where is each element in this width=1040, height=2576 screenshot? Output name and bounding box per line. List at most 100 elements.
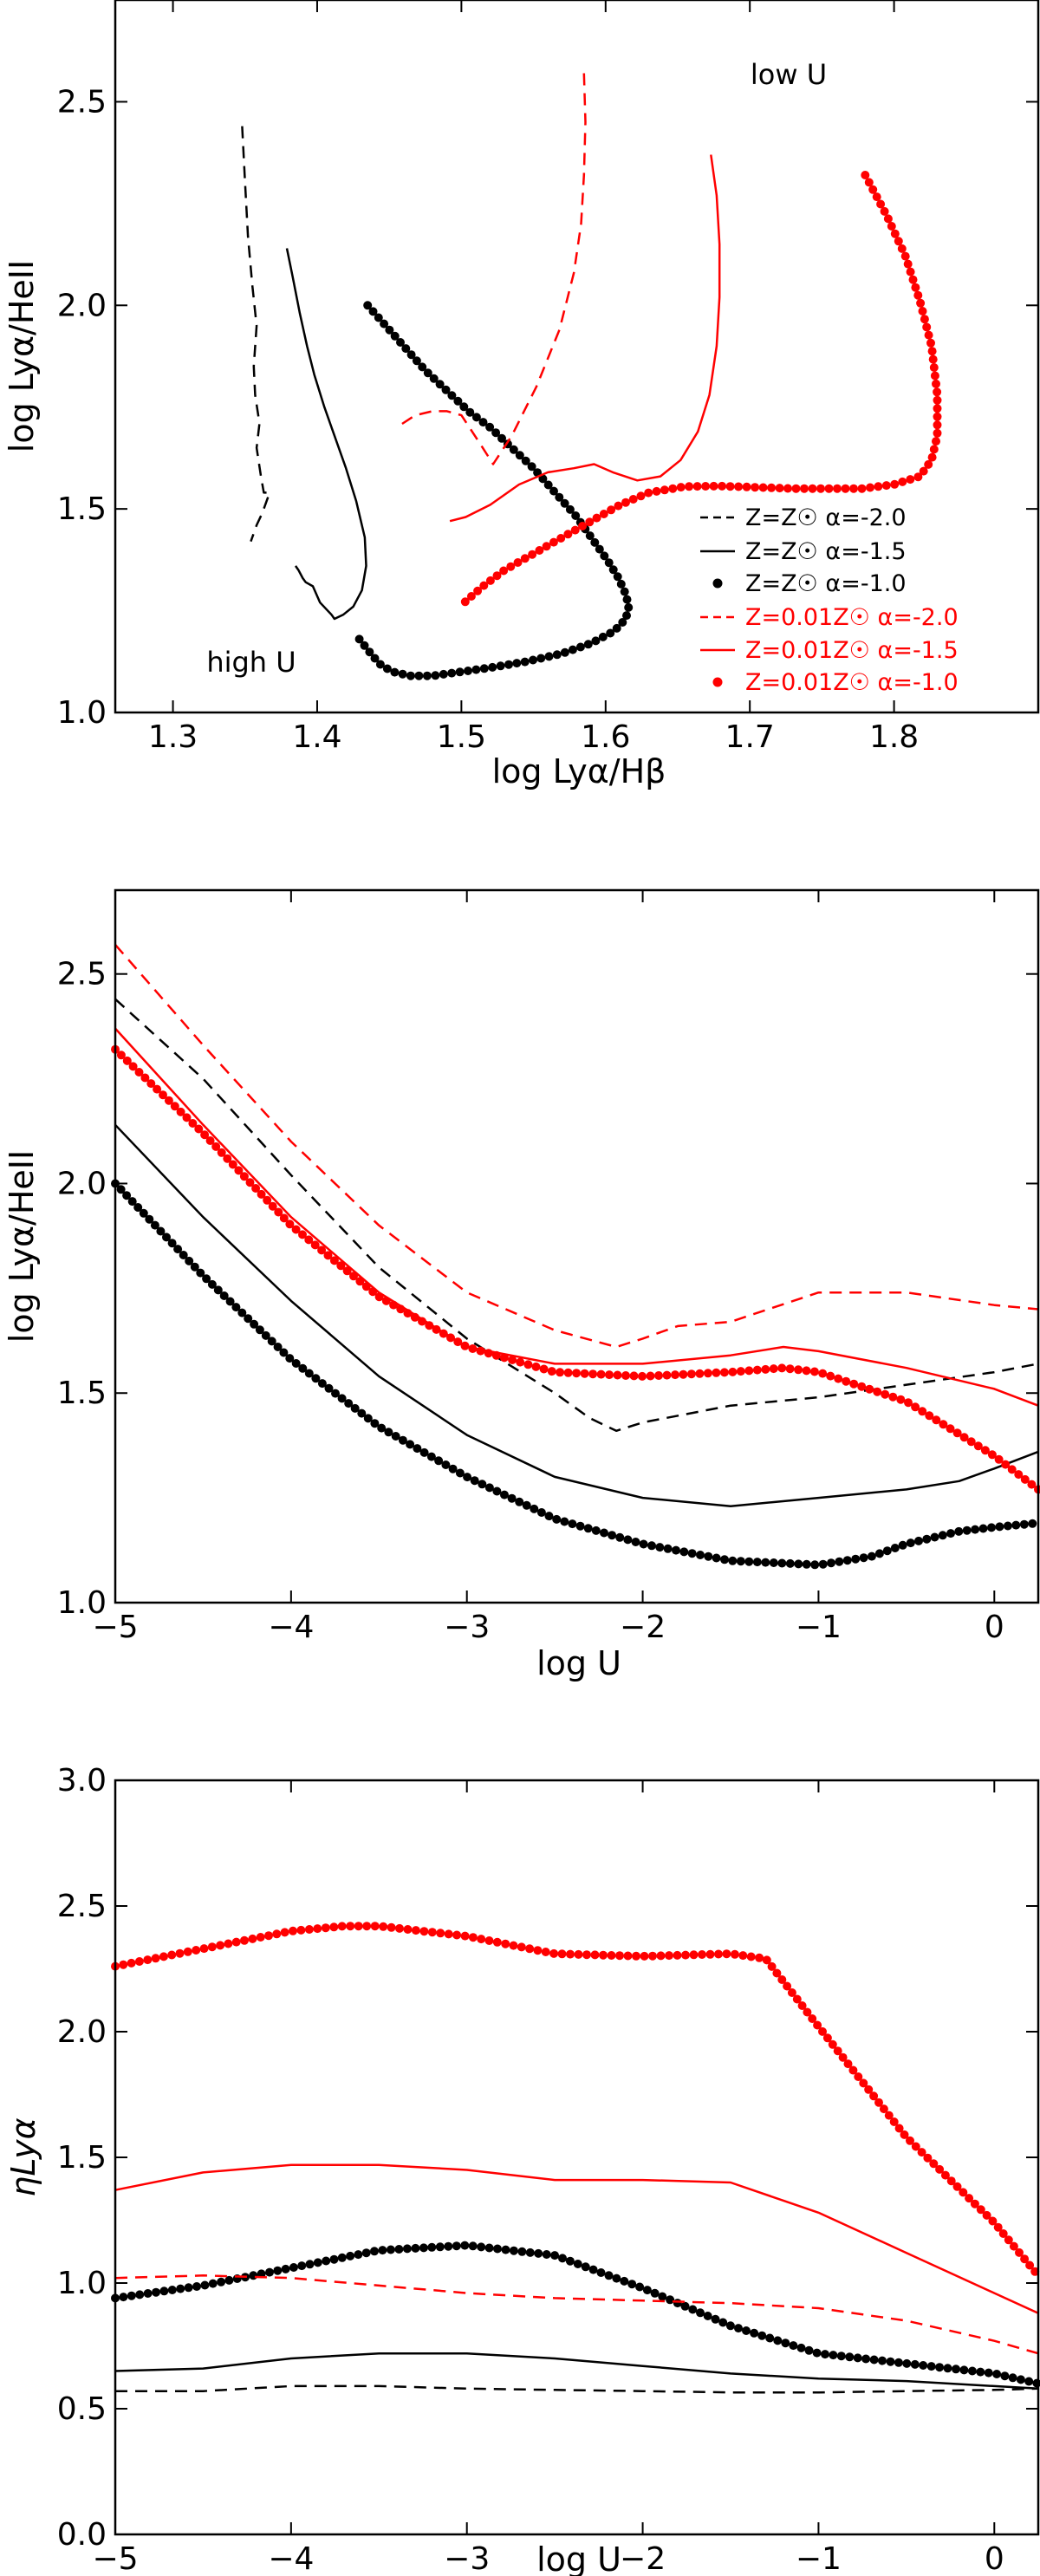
data-point [580, 1369, 589, 1378]
data-point [632, 1951, 640, 1961]
data-point [775, 484, 784, 493]
annotation-high-u: high U [206, 646, 296, 679]
data-point [396, 338, 405, 347]
data-point [249, 2271, 258, 2280]
data-point [134, 1957, 144, 1966]
data-point [924, 330, 933, 340]
series-line [114, 2274, 1039, 2355]
data-point [935, 2363, 945, 2372]
data-point [676, 483, 686, 492]
data-point [279, 1213, 289, 1223]
data-point [477, 1935, 486, 1944]
data-point [354, 2250, 363, 2260]
data-point [851, 1554, 861, 1564]
data-point [465, 407, 475, 417]
data-point [744, 1557, 754, 1566]
data-point [994, 1454, 1004, 1464]
y-tick-label: 2.5 [57, 957, 107, 992]
data-point [381, 1296, 391, 1305]
data-point [988, 2216, 998, 2226]
data-point [484, 2243, 494, 2253]
legend-label: Z=0.01Z☉ α=-2.0 [745, 604, 959, 631]
data-point [453, 396, 463, 406]
data-point [460, 597, 470, 607]
data-point [660, 485, 669, 495]
data-point [930, 1532, 939, 1542]
data-point [304, 1235, 314, 1245]
data-point [876, 199, 886, 209]
data-point [549, 537, 558, 547]
data-point [183, 1947, 192, 1956]
data-point [621, 498, 630, 507]
data-point [980, 1446, 990, 1455]
data-point [452, 1930, 462, 1940]
data-point [128, 1062, 138, 1071]
data-point [914, 1536, 923, 1545]
data-point [818, 2026, 827, 2036]
data-point [642, 2286, 652, 2295]
data-point [886, 2357, 895, 2366]
data-point [836, 2352, 846, 2361]
data-point [304, 1925, 314, 1934]
data-point [153, 1084, 162, 1094]
data-point [439, 669, 448, 679]
y-tick-label: 2.0 [57, 288, 107, 323]
legend-label: Z=0.01Z☉ α=-1.5 [745, 637, 959, 664]
data-point [982, 2210, 991, 2220]
data-point [541, 1948, 550, 1956]
data-point [1028, 1519, 1037, 1528]
data-point [441, 385, 451, 394]
data-point [618, 618, 627, 627]
data-point [913, 290, 923, 300]
data-point [781, 2339, 790, 2348]
data-point [890, 1544, 900, 1552]
data-point [508, 1356, 517, 1364]
data-point [122, 1056, 132, 1065]
data-point [391, 1432, 400, 1441]
y-tick-label: 2.5 [57, 84, 107, 120]
data-point [427, 2242, 437, 2252]
data-point [413, 1444, 422, 1454]
data-point [849, 484, 858, 493]
data-point [575, 1521, 585, 1531]
data-point [354, 634, 364, 644]
data-point [648, 1951, 657, 1961]
data-point [765, 2333, 775, 2343]
data-point [673, 2299, 682, 2308]
data-point [959, 2365, 969, 2375]
data-point [455, 667, 465, 677]
data-point [499, 566, 509, 576]
data-point [127, 2291, 136, 2300]
data-point [485, 576, 495, 585]
data-point [888, 1392, 898, 1402]
data-point [216, 1941, 225, 1950]
data-point [167, 2286, 177, 2294]
plot-area-bottom [111, 1922, 1040, 2394]
data-point [176, 2284, 185, 2293]
data-point [436, 1929, 445, 1938]
data-point [910, 2359, 920, 2369]
data-point [615, 1951, 624, 1961]
data-point [828, 2039, 837, 2049]
data-point [296, 1925, 306, 1935]
data-point [264, 1931, 273, 1941]
data-point [468, 1933, 478, 1942]
data-point [853, 2353, 862, 2363]
data-point [913, 472, 923, 482]
data-point [135, 2290, 145, 2300]
data-point [987, 1523, 996, 1532]
data-point [932, 379, 940, 388]
data-point [133, 1203, 143, 1212]
data-point [614, 501, 623, 511]
data-point [116, 1051, 126, 1060]
data-point [549, 1948, 559, 1958]
data-point [418, 1317, 426, 1326]
data-point [672, 1545, 680, 1555]
data-point [650, 2288, 660, 2298]
data-point [879, 2104, 888, 2114]
data-point [984, 2368, 993, 2378]
data-point [429, 374, 439, 383]
x-tick-label: 1.3 [148, 719, 198, 755]
x-tick-label: −5 [92, 2541, 138, 2576]
data-point [491, 428, 501, 438]
